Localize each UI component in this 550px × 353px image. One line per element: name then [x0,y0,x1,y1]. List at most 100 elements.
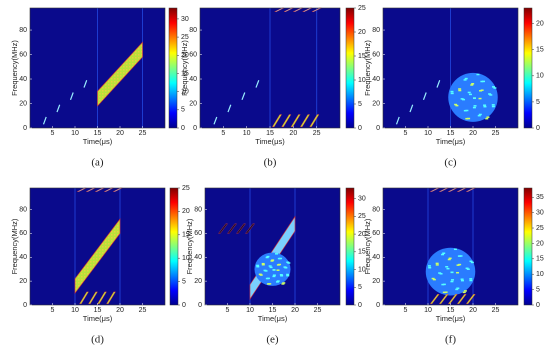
chirp-dash [227,104,232,113]
y-tick-label: 0 [193,125,197,132]
speckle [276,280,280,282]
speckle [284,267,288,269]
chirp-dash [395,116,400,125]
x-tick-label: 25 [492,130,500,137]
spectrogram-pattern [395,8,498,128]
saw [299,114,311,127]
speckle [467,117,471,120]
x-tick-label: 20 [116,307,124,314]
speckle [256,265,260,268]
chirp-dash [422,92,427,101]
y-tick-label: 40 [19,254,27,261]
saw [79,291,89,305]
colorbar-tick-label: 20 [182,208,190,215]
speckle [271,259,275,261]
speckle [467,91,471,94]
saw [106,291,116,305]
y-tick-label: 60 [372,51,380,58]
colorbar [523,187,533,306]
speckle [466,268,470,270]
y-axis-label: Frequency(MHz) [10,218,19,274]
speckle [469,260,473,263]
speckle [445,266,449,268]
speckle [472,106,476,109]
saw [97,291,107,305]
speckle [272,269,276,271]
x-axis-label: Time(μs) [83,137,113,146]
colorbar-tick-label: 10 [536,271,544,278]
speckle [463,290,467,292]
speckle [263,269,267,272]
spectrogram-pattern [425,187,476,305]
x-tick-label: 25 [313,130,321,137]
saw [245,223,255,234]
chirp-band [74,218,121,294]
colorbar-tick-label: 0 [182,302,186,309]
speckle [468,93,472,96]
speckle [286,261,290,263]
chirp-dash [42,116,47,125]
colorbar-tick-label: 15 [181,70,189,77]
speckle [465,109,469,112]
saw [271,114,283,127]
speckle [476,73,480,76]
spectrogram-pattern [42,8,143,128]
speckle [286,273,290,276]
x-tick-label: 10 [243,130,251,137]
panel-caption: (d) [91,334,104,346]
speckle [473,97,476,99]
colorbar [169,187,179,306]
y-tick-label: 40 [372,76,380,83]
chirp-dash [436,80,441,88]
y-axis-label: Frequency(MHz) [363,40,372,96]
y-tick-label: 20 [189,100,197,107]
colorbar-tick-label: 10 [536,73,544,80]
x-tick-label: 5 [51,307,55,314]
y-tick-label: 60 [189,51,197,58]
speckle [266,255,270,258]
colorbar-tick-label: 20 [536,240,544,247]
colorbar-tick-label: 10 [181,88,189,95]
speckle [442,291,446,294]
y-tick-label: 60 [19,51,27,58]
saw [290,114,301,127]
colorbar-tick-label: 5 [181,107,185,114]
colorbar-tick-label: 5 [358,284,362,291]
speckle [458,263,462,266]
colorbar [168,7,178,129]
y-tick-label: 0 [23,302,27,309]
colorbar-tick-label: 35 [536,194,544,201]
x-tick-label: 10 [71,130,79,137]
x-tick-label: 20 [116,130,124,137]
x-tick-label: 25 [314,307,322,314]
speckle [464,77,468,80]
speckle [268,265,272,267]
colorbar-tick-label: 5 [536,99,540,106]
colorbar-tick-label: 30 [181,16,189,23]
speckle [258,273,262,276]
speckle [272,275,276,278]
speckle [491,105,495,108]
y-tick-label: 80 [372,27,380,34]
saw [227,223,237,234]
saw [236,223,246,234]
speckle [488,93,492,95]
colorbar-tick-label: 5 [536,286,540,293]
x-tick-label: 15 [447,130,455,137]
speckle [448,257,452,260]
colorbar-tick-label: 30 [358,195,366,202]
speckle [463,109,467,112]
x-axis-label: Time(μs) [258,314,288,323]
speckle [261,262,265,265]
colorbar [345,187,355,306]
speckle [460,278,464,280]
chirp-dash [56,104,61,113]
y-tick-label: 60 [372,230,380,237]
saw [88,291,98,305]
speckle [455,104,459,107]
speckle [460,279,464,282]
spectrogram-pattern [218,188,296,305]
y-tick-label: 0 [376,302,380,309]
colorbar-tick-label: 0 [358,125,362,132]
chirp-dash [213,116,218,125]
